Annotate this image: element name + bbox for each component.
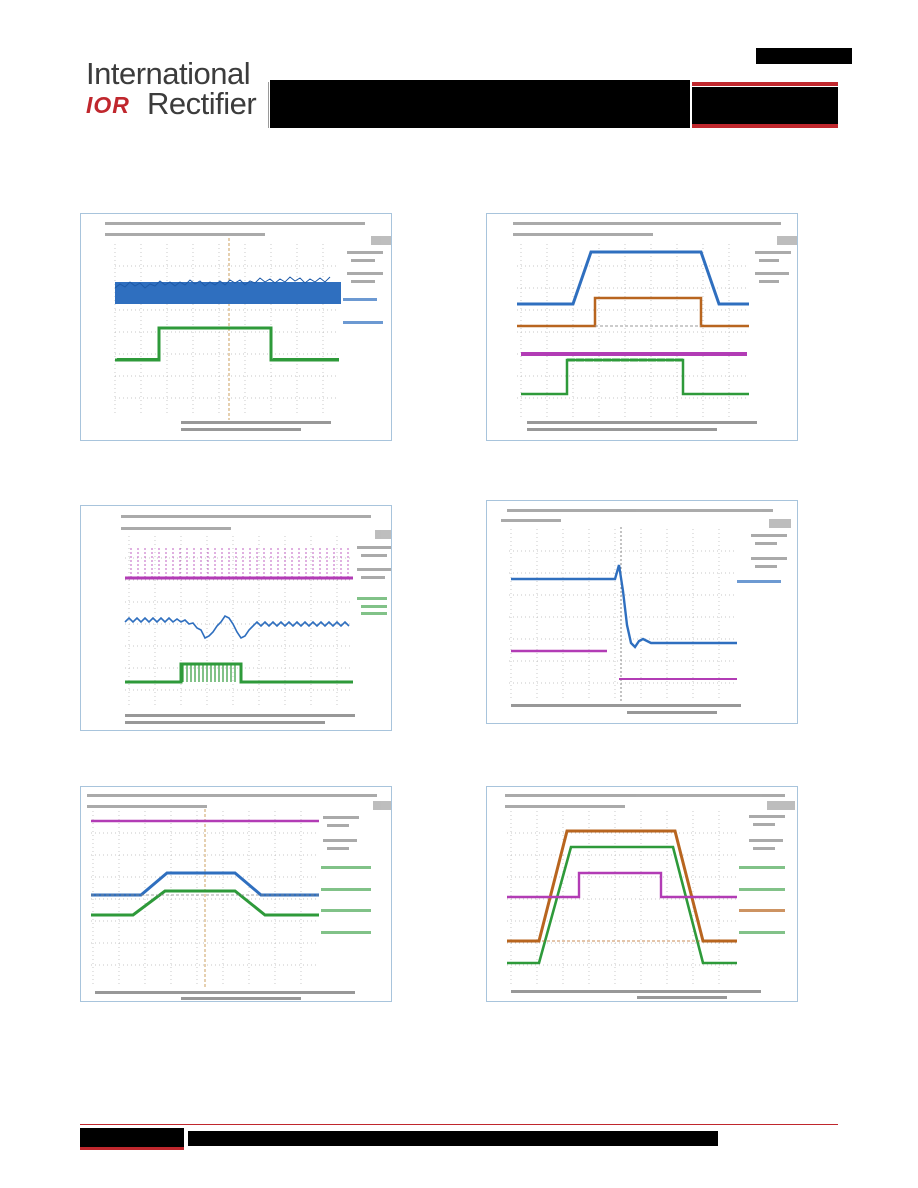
scope-5-trace-image (87, 794, 391, 1000)
logo-rectifier-text: Rectifier (147, 86, 257, 121)
footer-bar (188, 1131, 718, 1146)
footer-rule (80, 1124, 838, 1125)
header-doc-tag (756, 48, 852, 64)
scope-screenshot-3 (80, 505, 392, 731)
footer-page-block (80, 1128, 184, 1150)
logo-international-text: International (86, 56, 251, 91)
scope-screenshot-2 (486, 213, 798, 441)
logo-divider (268, 82, 269, 128)
scope-screenshot-5 (80, 786, 392, 1002)
scope-3-trace-image (121, 515, 391, 724)
header-part-number-block (692, 87, 838, 124)
scope-6-trace-image (505, 794, 795, 999)
scope-screenshot-1 (80, 213, 392, 441)
scope-screenshot-6 (486, 786, 798, 1002)
scope-2-trace-image (513, 222, 797, 431)
logo-ior-mark: IOR (86, 92, 130, 118)
scope-screenshot-4 (486, 500, 798, 724)
scope-1-trace-image (105, 222, 391, 431)
header-title-bar (270, 80, 690, 128)
header-accent-bottom (692, 124, 838, 128)
header-accent-top (692, 82, 838, 86)
scope-4-trace-image (501, 509, 791, 714)
